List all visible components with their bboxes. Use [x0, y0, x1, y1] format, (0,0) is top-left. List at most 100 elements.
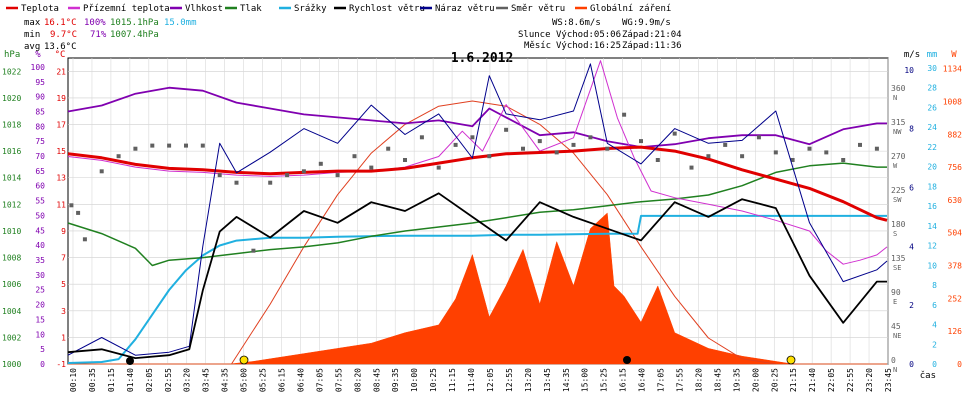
x-tick: 03:20: [183, 368, 192, 392]
wind-speed-tick: 10: [904, 66, 914, 75]
legend: Teplota Přízemní teplota Vlhkost Tlak Srážky…: [6, 4, 671, 14]
temperature-tick: 11: [56, 200, 66, 209]
stats-min-press: 1007.4hPa: [110, 30, 159, 40]
direction-label: W: [893, 162, 898, 170]
x-tick: 05:25: [259, 368, 268, 392]
x-tick: 23:20: [865, 368, 874, 392]
wind-speed-tick: 0: [909, 360, 914, 369]
series-7-point: [807, 146, 812, 151]
series-7-point: [436, 165, 441, 170]
rain-tick: 18: [927, 182, 937, 191]
x-tick: 00:35: [88, 368, 97, 392]
series-7-point: [537, 139, 542, 144]
x-tick: 16:40: [638, 368, 647, 392]
radiation-tick: 1134: [943, 65, 962, 74]
direction-tick: 360: [891, 84, 906, 93]
stats-avg-temp: 13.6°C: [44, 42, 77, 52]
series-6-line: [67, 63, 888, 356]
direction-label: SE: [893, 264, 901, 272]
stats-avg-label: avg: [24, 42, 40, 52]
series-7-point: [470, 135, 475, 140]
sunset-marker: [786, 355, 796, 365]
series-7-point: [234, 180, 239, 185]
humidity-tick: 70: [35, 152, 45, 161]
x-tick: 17:55: [676, 368, 685, 392]
series-7-point: [723, 142, 728, 147]
pressure-tick: 1010: [2, 227, 21, 236]
rain-tick: 24: [927, 123, 937, 132]
x-tick: 04:35: [221, 368, 230, 392]
humidity-tick: 0: [40, 360, 45, 369]
temperature-tick: 3: [61, 307, 66, 316]
x-tick: 23:45: [884, 368, 893, 392]
rain-tick: 4: [932, 321, 937, 330]
wind-speed-tick: 2: [909, 301, 914, 310]
wind-speed-unit: m/s: [904, 50, 920, 60]
series-9-line: [231, 100, 776, 365]
rain-tick: 26: [927, 103, 937, 112]
series-7-point: [116, 154, 121, 159]
direction-tick: 270: [891, 152, 906, 161]
x-tick: 18:20: [694, 368, 703, 392]
series-7-point: [217, 173, 222, 178]
pressure-tick: 1020: [2, 94, 21, 103]
humidity-tick: 95: [35, 78, 45, 87]
rain-tick: 0: [932, 360, 937, 369]
radiation-tick: 882: [948, 130, 963, 139]
moon-set: Západ:11:36: [622, 41, 682, 51]
series-7-point: [268, 180, 273, 185]
radiation-tick: 756: [948, 163, 963, 172]
radiation-tick: 1008: [943, 97, 962, 106]
legend-label: Směr větru: [511, 4, 565, 14]
direction-label: E: [893, 298, 897, 306]
humidity-tick: 25: [35, 286, 45, 295]
radiation-tick: 378: [948, 262, 963, 271]
series-7-point: [318, 161, 323, 166]
rain-tick: 10: [927, 261, 937, 270]
radiation-tick: 0: [957, 360, 962, 369]
series-8-area: [68, 212, 887, 365]
x-tick: 08:20: [353, 368, 362, 392]
x-tick: 22:55: [846, 368, 855, 392]
rain-tick: 6: [932, 301, 937, 310]
series-7-point: [76, 210, 81, 215]
pressure-tick: 1018: [2, 121, 21, 130]
radiation-tick: 630: [948, 196, 963, 205]
series-7-point: [521, 146, 525, 151]
series-7-point: [639, 139, 643, 144]
rain-tick: 20: [927, 163, 937, 172]
wind-speed-tick: 6: [909, 183, 914, 192]
pressure-tick: 1022: [2, 67, 21, 76]
temperature-tick: 13: [56, 174, 66, 183]
info-block: max 16.1°C 100% 1015.1hPa 15.0mm min 9.7…: [24, 18, 682, 52]
direction-tick: 0: [891, 356, 896, 365]
humidity-tick: 5: [40, 345, 45, 354]
pressure-tick: 1004: [2, 307, 21, 316]
humidity-tick: 60: [35, 182, 45, 191]
x-tick: 03:45: [202, 368, 211, 392]
temperature-tick: 9: [61, 227, 66, 236]
pressure-tick: 1006: [2, 280, 21, 289]
series-7-point: [133, 146, 138, 151]
humidity-tick: 35: [35, 256, 45, 265]
x-tick: 18:45: [713, 368, 722, 392]
x-tick: 21:15: [789, 368, 798, 392]
series-5-line: [67, 192, 887, 360]
humidity-tick: 65: [35, 167, 45, 176]
humidity-tick: 75: [35, 137, 45, 146]
x-tick: 10:25: [429, 368, 438, 392]
series-7-point: [200, 143, 205, 148]
x-tick: 22:05: [827, 368, 836, 392]
radiation-unit: W: [951, 50, 957, 60]
legend-label: Srážky: [294, 4, 327, 14]
series-7-point: [184, 143, 188, 148]
moon-label: Měsíc: [524, 41, 551, 51]
humidity-tick: 85: [35, 107, 45, 116]
series-7-point: [571, 142, 576, 147]
x-tick: 08:45: [372, 368, 381, 392]
x-tick: 15:25: [600, 368, 609, 392]
sun-label: Slunce: [518, 30, 551, 40]
wind-speed-tick: 8: [909, 125, 914, 134]
humidity-tick: 80: [35, 122, 45, 131]
x-tick: 02:55: [164, 368, 173, 392]
